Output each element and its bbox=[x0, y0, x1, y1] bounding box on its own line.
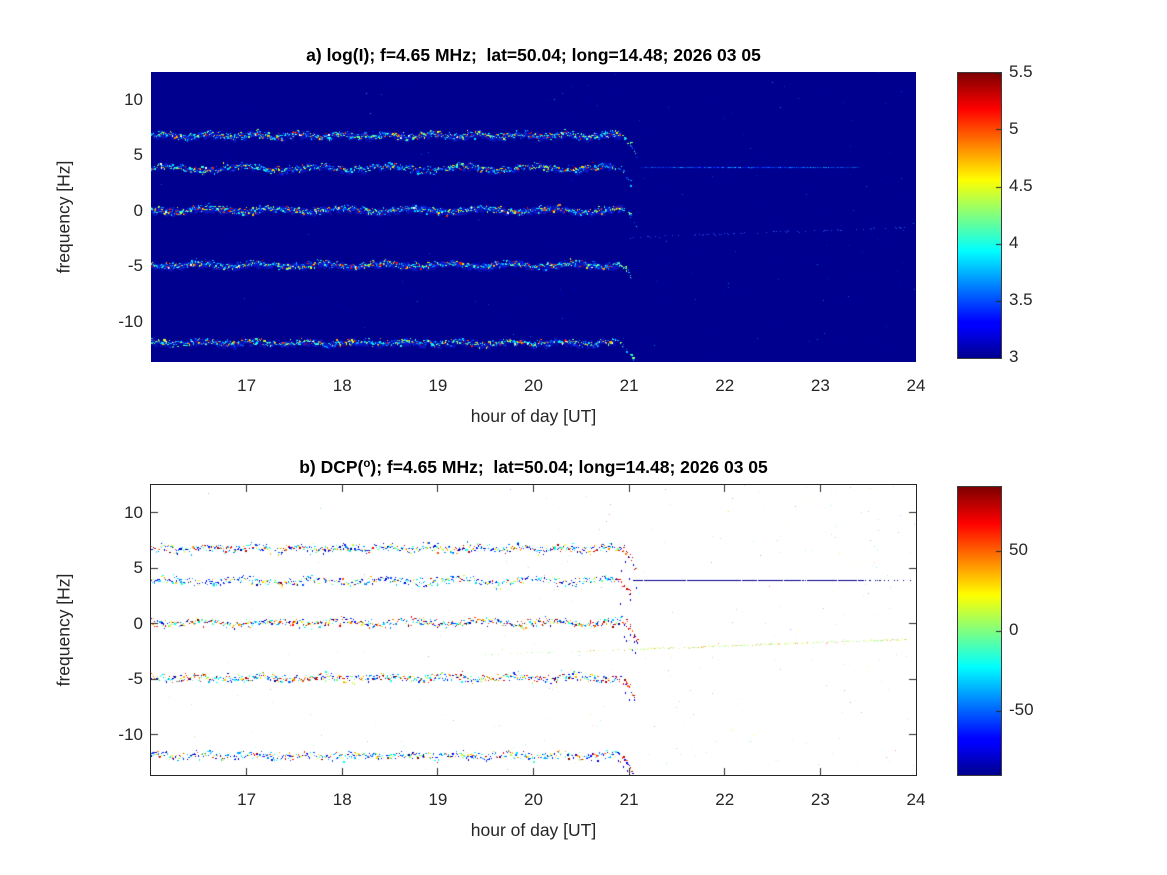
panel-b-xlabel: hour of day [UT] bbox=[470, 820, 597, 840]
y-tick-label: 5 bbox=[133, 145, 143, 165]
panel-b-title-suffix: ); f=4.65 MHz; lat=50.04; long=14.48; 20… bbox=[370, 457, 768, 477]
x-tick-label: 21 bbox=[619, 790, 639, 809]
colorbar-tick-label: 3 bbox=[1009, 347, 1019, 366]
colorbar-tick-label: 3.5 bbox=[1009, 290, 1033, 309]
panel-a-colorbar bbox=[957, 72, 1002, 359]
x-tick-label: 23 bbox=[810, 376, 830, 395]
y-tick-label: 0 bbox=[133, 200, 143, 220]
panel-b-colorbar bbox=[957, 486, 1002, 776]
x-tick-label: 18 bbox=[332, 376, 352, 395]
y-tick-label: 10 bbox=[124, 89, 143, 109]
x-tick-label: 17 bbox=[237, 376, 257, 395]
panel-b-title-text: b) DCP( bbox=[299, 457, 364, 477]
y-tick-label: -10 bbox=[118, 725, 143, 744]
panel-b-title: b) DCP(o); f=4.65 MHz; lat=50.04; long=1… bbox=[151, 457, 916, 478]
colorbar-tick-label: 4 bbox=[1009, 233, 1019, 252]
x-tick-label: 22 bbox=[715, 790, 735, 809]
colorbar-tick-label: 50 bbox=[1009, 540, 1028, 559]
x-tick-label: 21 bbox=[619, 376, 639, 395]
x-tick-label: 17 bbox=[237, 790, 257, 809]
panel-b-title-superscript: o bbox=[363, 458, 371, 470]
x-tick-label: 24 bbox=[906, 790, 926, 809]
panel-a-spectrogram-canvas bbox=[151, 72, 916, 362]
colorbar-tick-label: 5.5 bbox=[1009, 62, 1033, 81]
x-tick-label: 19 bbox=[428, 376, 448, 395]
y-tick-label: -5 bbox=[127, 669, 143, 689]
y-tick-label: -5 bbox=[127, 256, 143, 276]
y-tick-label: 10 bbox=[124, 502, 143, 522]
y-tick-label: 0 bbox=[133, 613, 143, 633]
x-tick-label: 22 bbox=[715, 376, 735, 395]
colorbar-tick-label: 4.5 bbox=[1009, 176, 1033, 195]
panel-a-xlabel: hour of day [UT] bbox=[470, 406, 597, 426]
colorbar-tick-label: -50 bbox=[1009, 700, 1034, 719]
panel-a-title: a) log(I); f=4.65 MHz; lat=50.04; long=1… bbox=[151, 45, 916, 66]
x-tick-label: 23 bbox=[810, 790, 830, 809]
panel-a-title-text: a) log(I); f=4.65 MHz; lat=50.04; long=1… bbox=[306, 45, 761, 65]
x-tick-label: 18 bbox=[332, 790, 352, 809]
colorbar-tick-label: 5 bbox=[1009, 119, 1019, 138]
y-tick-label: 5 bbox=[133, 558, 143, 578]
panel-b-spectrogram-canvas bbox=[150, 484, 917, 776]
x-tick-label: 19 bbox=[428, 790, 448, 809]
x-tick-label: 20 bbox=[524, 790, 543, 809]
colorbar-tick-label: 0 bbox=[1009, 620, 1019, 639]
panel-a-ylabel: frequency [Hz] bbox=[53, 160, 74, 274]
y-tick-label: -10 bbox=[118, 312, 143, 331]
panel-b-ylabel: frequency [Hz] bbox=[53, 573, 74, 687]
x-tick-label: 24 bbox=[906, 376, 926, 395]
x-tick-label: 20 bbox=[524, 376, 543, 395]
